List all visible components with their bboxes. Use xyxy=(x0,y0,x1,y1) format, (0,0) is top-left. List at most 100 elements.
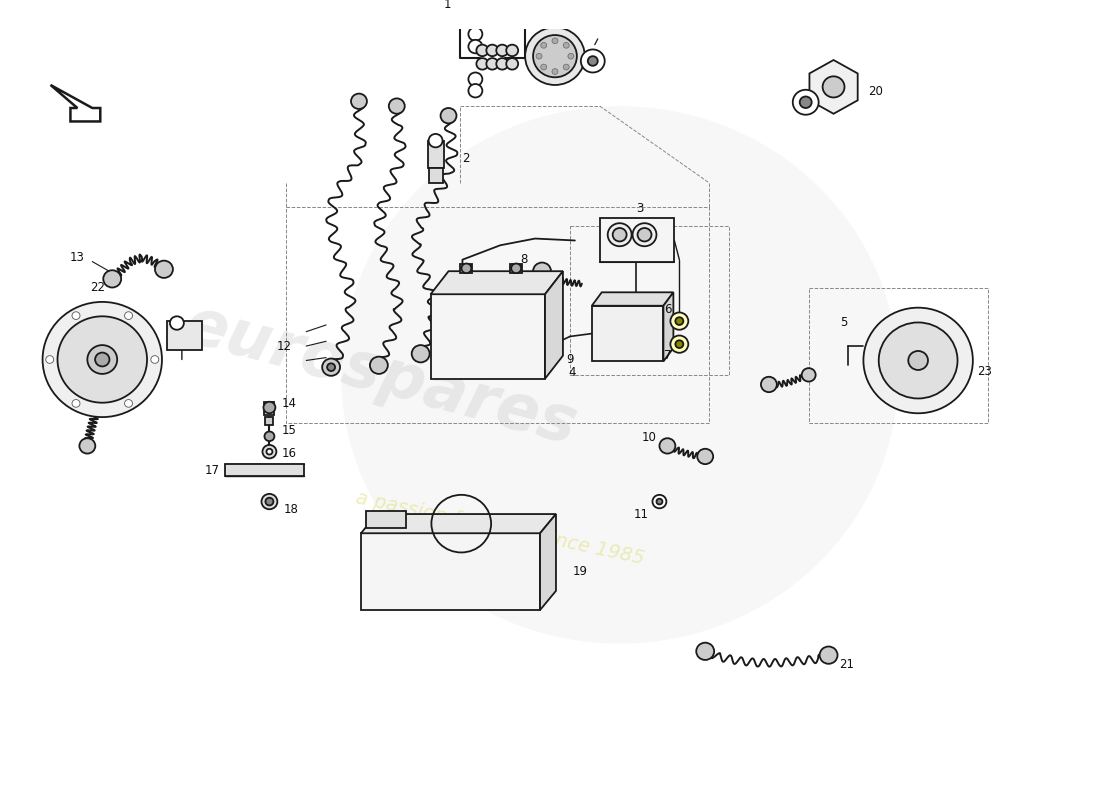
Polygon shape xyxy=(810,60,858,114)
Circle shape xyxy=(525,27,585,85)
Polygon shape xyxy=(663,292,673,362)
Circle shape xyxy=(696,642,714,660)
Circle shape xyxy=(461,263,472,273)
Circle shape xyxy=(512,263,521,273)
Circle shape xyxy=(46,356,54,363)
Circle shape xyxy=(327,363,336,371)
Circle shape xyxy=(388,98,405,114)
Circle shape xyxy=(638,228,651,242)
Circle shape xyxy=(761,377,777,392)
Circle shape xyxy=(264,402,275,414)
Text: 11: 11 xyxy=(634,507,649,521)
Circle shape xyxy=(486,58,498,70)
Bar xyxy=(264,402,274,415)
Text: 15: 15 xyxy=(282,424,297,437)
Circle shape xyxy=(351,94,367,109)
Text: 14: 14 xyxy=(282,397,297,410)
Bar xyxy=(224,464,305,476)
Circle shape xyxy=(675,318,683,325)
Circle shape xyxy=(496,58,508,70)
Circle shape xyxy=(568,54,574,59)
Circle shape xyxy=(534,35,576,78)
Circle shape xyxy=(264,431,274,441)
Circle shape xyxy=(659,438,675,454)
Circle shape xyxy=(802,368,816,382)
Circle shape xyxy=(909,351,928,370)
Polygon shape xyxy=(592,292,673,306)
Text: a passion for parts since 1985: a passion for parts since 1985 xyxy=(354,489,647,568)
Circle shape xyxy=(552,38,558,44)
Circle shape xyxy=(879,322,957,398)
Circle shape xyxy=(486,45,498,56)
Bar xyxy=(430,294,544,378)
Circle shape xyxy=(43,302,162,417)
Circle shape xyxy=(670,313,689,330)
Circle shape xyxy=(57,316,147,402)
Bar xyxy=(461,263,472,273)
Text: 21: 21 xyxy=(839,658,854,671)
Circle shape xyxy=(652,495,667,508)
Circle shape xyxy=(370,357,388,374)
Circle shape xyxy=(506,45,518,56)
Bar xyxy=(592,306,663,362)
Circle shape xyxy=(800,97,812,108)
Bar xyxy=(429,167,442,183)
Circle shape xyxy=(536,54,542,59)
Circle shape xyxy=(87,345,118,374)
Text: 1: 1 xyxy=(443,0,451,11)
Bar xyxy=(167,321,201,350)
Text: 3: 3 xyxy=(636,202,644,215)
Text: 13: 13 xyxy=(70,251,85,264)
Circle shape xyxy=(411,345,430,362)
Text: 8: 8 xyxy=(520,253,528,266)
Circle shape xyxy=(341,106,899,644)
Bar xyxy=(366,511,406,529)
Circle shape xyxy=(563,64,569,70)
Circle shape xyxy=(541,64,547,70)
Circle shape xyxy=(469,73,482,86)
Text: 5: 5 xyxy=(839,315,847,329)
Circle shape xyxy=(496,45,508,56)
Circle shape xyxy=(469,27,482,41)
Circle shape xyxy=(820,646,837,664)
Circle shape xyxy=(322,358,340,376)
Bar xyxy=(600,218,674,262)
Circle shape xyxy=(124,399,132,407)
Text: 10: 10 xyxy=(642,430,657,444)
Circle shape xyxy=(103,270,121,287)
Circle shape xyxy=(262,494,277,510)
Text: 19: 19 xyxy=(572,565,587,578)
Circle shape xyxy=(534,262,551,280)
Text: eurospares: eurospares xyxy=(178,293,584,457)
Circle shape xyxy=(864,308,972,414)
Circle shape xyxy=(469,84,482,98)
Circle shape xyxy=(506,58,518,70)
Circle shape xyxy=(469,40,482,54)
Text: 16: 16 xyxy=(282,447,297,460)
Circle shape xyxy=(169,316,184,330)
Text: 22: 22 xyxy=(90,281,104,294)
Circle shape xyxy=(581,50,605,73)
Circle shape xyxy=(657,498,662,505)
Circle shape xyxy=(563,42,569,48)
Bar xyxy=(265,417,274,425)
Text: 12: 12 xyxy=(277,339,292,353)
Bar xyxy=(428,141,443,167)
Circle shape xyxy=(607,223,631,246)
Circle shape xyxy=(541,42,547,48)
Bar xyxy=(510,263,522,273)
Circle shape xyxy=(670,335,689,353)
Circle shape xyxy=(266,449,273,454)
Text: 2: 2 xyxy=(462,152,470,166)
Circle shape xyxy=(587,56,597,66)
Text: 4: 4 xyxy=(568,366,575,379)
Circle shape xyxy=(72,399,80,407)
Text: 23: 23 xyxy=(978,366,992,378)
Circle shape xyxy=(476,45,488,56)
Circle shape xyxy=(265,498,274,506)
Circle shape xyxy=(79,438,96,454)
Polygon shape xyxy=(430,271,563,294)
Circle shape xyxy=(95,353,109,366)
Bar xyxy=(361,534,540,610)
Text: 17: 17 xyxy=(205,464,219,478)
